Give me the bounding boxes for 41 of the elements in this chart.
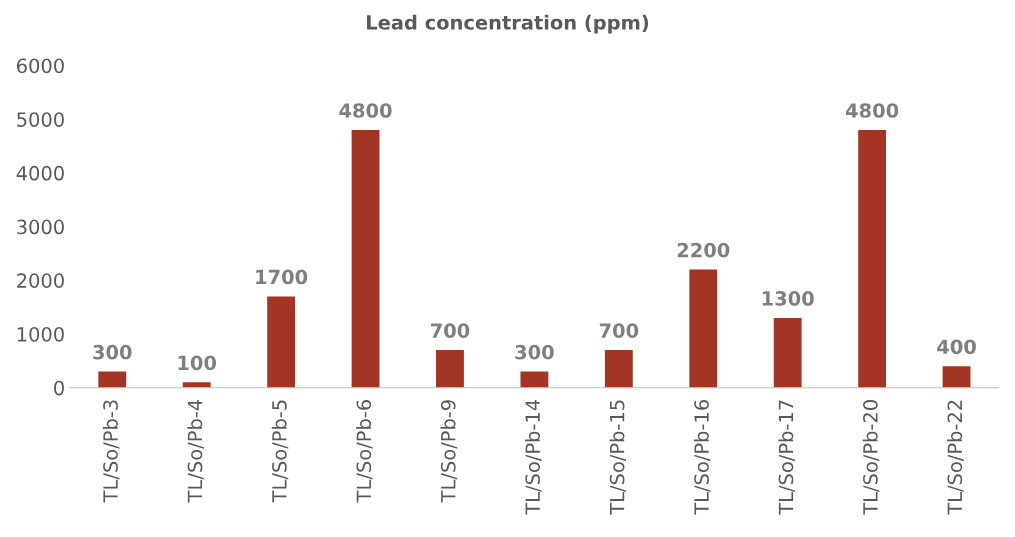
x-tick-label: TL/So/Pb-15 [609,400,626,515]
bar [858,129,887,388]
y-tick-label: 3000 [17,219,64,235]
data-label: 700 [430,323,470,339]
data-label: 300 [93,344,132,360]
x-tick-label: TL/So/Pb-4 [187,399,204,503]
data-label: 2200 [677,242,730,258]
bar [520,371,549,388]
bar [689,269,718,388]
y-tick-label: 6000 [17,58,64,74]
data-label: 1700 [256,269,308,285]
data-label: 700 [599,323,639,339]
bar [182,382,211,388]
x-tick-label: TL/So/Pb-3 [102,400,120,503]
data-label: 4800 [845,103,899,118]
x-tick-label: TL/So/Pb-14 [524,399,542,515]
bar [98,371,127,388]
x-tick-label: TL/So/Pb-17 [778,400,795,515]
bar [604,350,633,388]
x-tick-label: TL/So/Pb-22 [947,400,964,515]
bar [942,366,971,388]
y-tick-label: 4000 [16,165,64,181]
chart-title: Lead concentration (ppm) [367,14,649,34]
x-tick-label: TL/So/Pb-9 [440,400,458,503]
y-tick-label: 0 [54,380,64,396]
bar [436,350,464,388]
data-label: 1300 [762,291,814,306]
data-label: 400 [937,339,976,355]
x-tick-label: TL/So/Pb-5 [271,400,289,503]
y-tick-label: 5000 [17,112,64,127]
x-tick-label: TL/So/Pb-16 [693,400,711,515]
bar [267,296,296,388]
x-tick-label: TL/So/Pb-6 [356,400,373,503]
data-label: 100 [178,355,217,371]
data-label: 4800 [339,103,392,118]
bar [773,317,802,388]
y-tick-label: 1000 [17,326,64,342]
bar [351,129,380,388]
x-tick-label: TL/So/Pb-20 [862,400,880,515]
y-tick-label: 2000 [17,273,64,288]
data-label: 300 [515,344,554,360]
